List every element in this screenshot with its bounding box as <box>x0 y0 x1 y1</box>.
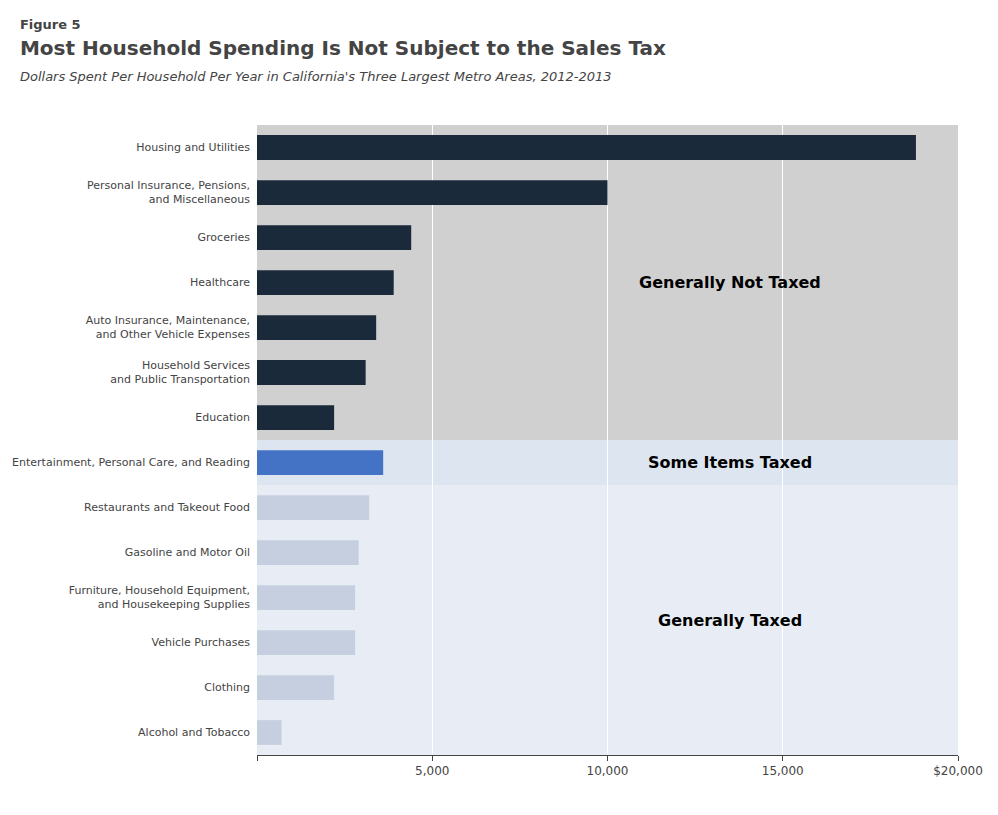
svg-text:10,000: 10,000 <box>587 764 629 778</box>
svg-text:Auto Insurance, Maintenance,an: Auto Insurance, Maintenance,and Other Ve… <box>86 314 251 341</box>
svg-text:Alcohol and Tobacco: Alcohol and Tobacco <box>138 726 250 739</box>
svg-text:Clothing: Clothing <box>204 681 250 694</box>
svg-text:15,000: 15,000 <box>762 764 804 778</box>
svg-text:Education: Education <box>195 411 250 424</box>
svg-text:Generally Taxed: Generally Taxed <box>658 611 802 630</box>
svg-text:Furniture, Household Equipment: Furniture, Household Equipment,and House… <box>69 584 251 611</box>
svg-text:Healthcare: Healthcare <box>190 276 250 289</box>
svg-text:Entertainment, Personal Care,: Entertainment, Personal Care, and Readin… <box>12 456 250 469</box>
svg-text:Figure 5Most Household Spendin: Figure 5Most Household Spending Is Not S… <box>20 17 666 84</box>
svg-text:Generally Not Taxed: Generally Not Taxed <box>639 273 821 292</box>
svg-text:Groceries: Groceries <box>198 231 251 244</box>
svg-text:Gasoline and Motor Oil: Gasoline and Motor Oil <box>125 546 250 559</box>
svg-text:Some Items Taxed: Some Items Taxed <box>648 453 812 472</box>
svg-text:5,000: 5,000 <box>415 764 449 778</box>
svg-text:$20,000: $20,000 <box>933 764 983 778</box>
svg-text:Restaurants and Takeout Food: Restaurants and Takeout Food <box>84 501 250 514</box>
svg-text:Vehicle Purchases: Vehicle Purchases <box>151 636 250 649</box>
svg-text:Housing and Utilities: Housing and Utilities <box>136 141 250 154</box>
svg-text:Personal Insurance, Pensions,a: Personal Insurance, Pensions,and Miscell… <box>87 179 250 206</box>
svg-text:Household Servicesand Public T: Household Servicesand Public Transportat… <box>110 359 250 386</box>
